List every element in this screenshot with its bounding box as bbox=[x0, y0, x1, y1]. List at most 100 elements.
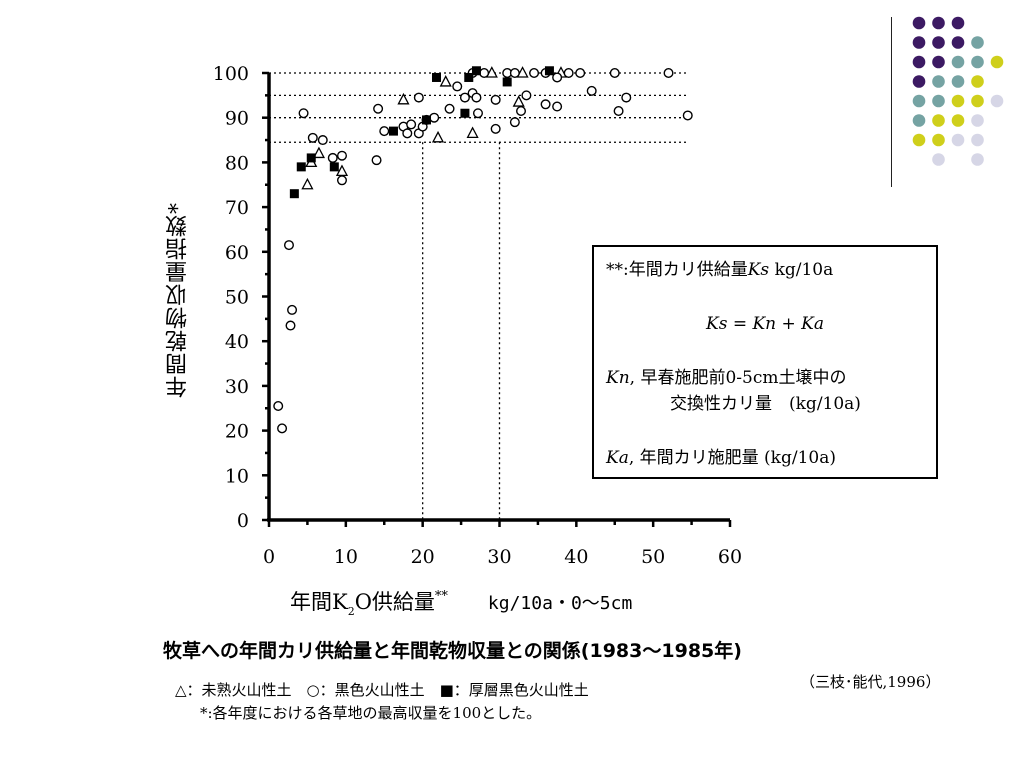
y-tick-label: 50 bbox=[225, 287, 249, 309]
definition-ks-suffix: kg/10a bbox=[769, 260, 834, 280]
data-point-circle bbox=[336, 175, 347, 186]
decorative-dot bbox=[932, 36, 945, 49]
data-point-circle bbox=[287, 304, 298, 315]
definition-ks-var: Ks bbox=[747, 260, 770, 280]
data-point-circle bbox=[490, 123, 501, 134]
data-point-circle bbox=[327, 152, 338, 163]
footnote: *:各年度における各草地の最高収量を100とした。 bbox=[200, 704, 542, 722]
data-point-circle bbox=[307, 132, 318, 143]
data-point-circle bbox=[273, 401, 284, 412]
y-axis-label: 年間乾物収量指数* bbox=[166, 202, 191, 398]
data-point-circle bbox=[379, 126, 390, 137]
data-point-triangle bbox=[439, 75, 452, 87]
data-point-circle bbox=[413, 92, 424, 103]
decorative-dot bbox=[951, 94, 965, 108]
data-point-circle bbox=[298, 108, 309, 119]
definition-ks-prefix: **:年間カリ供給量 bbox=[606, 260, 748, 280]
data-point-circle bbox=[609, 67, 620, 78]
data-point-circle bbox=[283, 240, 294, 251]
data-point-circle bbox=[459, 92, 470, 103]
data-point-circle bbox=[552, 101, 563, 112]
y-tick-label: 100 bbox=[213, 63, 249, 85]
y-tick-label: 10 bbox=[225, 465, 249, 487]
data-point-circle bbox=[521, 90, 532, 101]
data-point-circle bbox=[529, 67, 540, 78]
decorative-dot bbox=[951, 36, 965, 49]
y-tick-label: 90 bbox=[225, 108, 249, 130]
decorative-dot bbox=[932, 114, 945, 127]
definition-equation: Ks = Kn + Ka bbox=[706, 313, 824, 336]
data-point-circle bbox=[563, 67, 574, 78]
definition-ka-text: , 年間カリ施肥量 (kg/10a) bbox=[628, 448, 836, 468]
x-tick-label: 60 bbox=[718, 546, 742, 568]
data-point-triangle bbox=[312, 146, 326, 159]
data-point-circle bbox=[277, 423, 288, 434]
decorative-dot bbox=[932, 16, 945, 30]
data-point-circle bbox=[621, 92, 632, 103]
decorative-dot bbox=[971, 94, 984, 108]
definition-kn-line2: 交換性カリ量 (kg/10a) bbox=[670, 394, 861, 414]
x-tick-label: 10 bbox=[334, 546, 358, 568]
x-label-subscript: 2 bbox=[347, 605, 355, 618]
x-tick-label: 20 bbox=[411, 546, 435, 568]
data-point-circle bbox=[613, 105, 624, 116]
data-point-square bbox=[464, 72, 474, 82]
definition-box: **:年間カリ供給量Ks kg/10a Ks = Kn + Ka Kn, 早春施… bbox=[592, 245, 938, 479]
decorative-dot bbox=[990, 55, 1004, 69]
decorative-dot bbox=[990, 94, 1004, 108]
x-tick-label: 0 bbox=[263, 546, 275, 568]
decorative-dot bbox=[912, 114, 926, 127]
y-tick-label: 60 bbox=[225, 242, 249, 264]
decorative-dot bbox=[971, 153, 984, 166]
data-point-circle bbox=[472, 108, 483, 119]
data-point-circle bbox=[490, 94, 501, 105]
x-tick-label: 50 bbox=[641, 546, 665, 568]
data-point-square bbox=[289, 189, 299, 199]
data-point-circle bbox=[586, 85, 597, 96]
marker-legend-note: △：未熟火山性土 ○：黒色火山性土 ■：厚層黒色火山性土 bbox=[175, 681, 589, 699]
decorative-dot bbox=[912, 55, 926, 69]
definition-kn-line1: Kn, 早春施肥前0-5cm土壌中の bbox=[606, 367, 846, 390]
data-point-circle bbox=[516, 105, 527, 116]
citation: （三枝･能代,1996） bbox=[800, 673, 941, 691]
decorative-dot bbox=[951, 16, 965, 30]
x-tick-label: 30 bbox=[487, 546, 511, 568]
data-point-circle bbox=[336, 150, 347, 161]
x-label-main-a: 年間K bbox=[290, 590, 348, 614]
decorative-dot bbox=[951, 114, 965, 127]
data-point-circle bbox=[471, 92, 482, 103]
decorative-dot bbox=[912, 36, 926, 49]
decorative-dot bbox=[971, 75, 984, 88]
decorative-dot bbox=[951, 55, 965, 69]
y-tick-label: 20 bbox=[225, 421, 249, 443]
data-point-triangle bbox=[431, 130, 445, 143]
data-point-circle bbox=[552, 72, 563, 83]
equation-text: Ks = Kn + Ka bbox=[706, 314, 825, 334]
data-point-square bbox=[296, 162, 306, 172]
x-label-superscript: ** bbox=[434, 589, 448, 604]
decorative-dot bbox=[912, 16, 926, 30]
data-point-circle bbox=[663, 67, 674, 78]
x-axis-label: 年間K2O供給量** kg/10a・0～5cm bbox=[290, 586, 632, 618]
data-point-circle bbox=[373, 103, 384, 114]
data-point-square bbox=[502, 77, 512, 87]
decorative-dot bbox=[971, 114, 984, 127]
data-point-triangle bbox=[516, 66, 529, 78]
data-point-circle bbox=[371, 155, 382, 166]
data-point-circle bbox=[509, 117, 520, 128]
decorative-dot bbox=[932, 94, 945, 108]
scatter-chart: 0 10 20 30 40 50 60 70 80 90 100 0 10 20 30 40 50 60 bbox=[213, 63, 742, 568]
decorative-dot bbox=[932, 133, 945, 147]
x-label-main-b: O供給量 bbox=[354, 590, 435, 614]
decorative-dot bbox=[971, 133, 984, 147]
decorative-dot bbox=[932, 55, 945, 69]
definition-ks-line: **:年間カリ供給量Ks kg/10a bbox=[606, 259, 833, 282]
data-point-square bbox=[460, 108, 470, 118]
data-point-triangle bbox=[466, 126, 479, 138]
data-point-circle bbox=[406, 119, 417, 130]
decorative-dot bbox=[951, 133, 965, 147]
decorative-dot bbox=[912, 133, 926, 147]
data-point-circle bbox=[317, 135, 328, 146]
data-point-circle bbox=[402, 128, 413, 139]
data-point-circle bbox=[285, 320, 296, 331]
